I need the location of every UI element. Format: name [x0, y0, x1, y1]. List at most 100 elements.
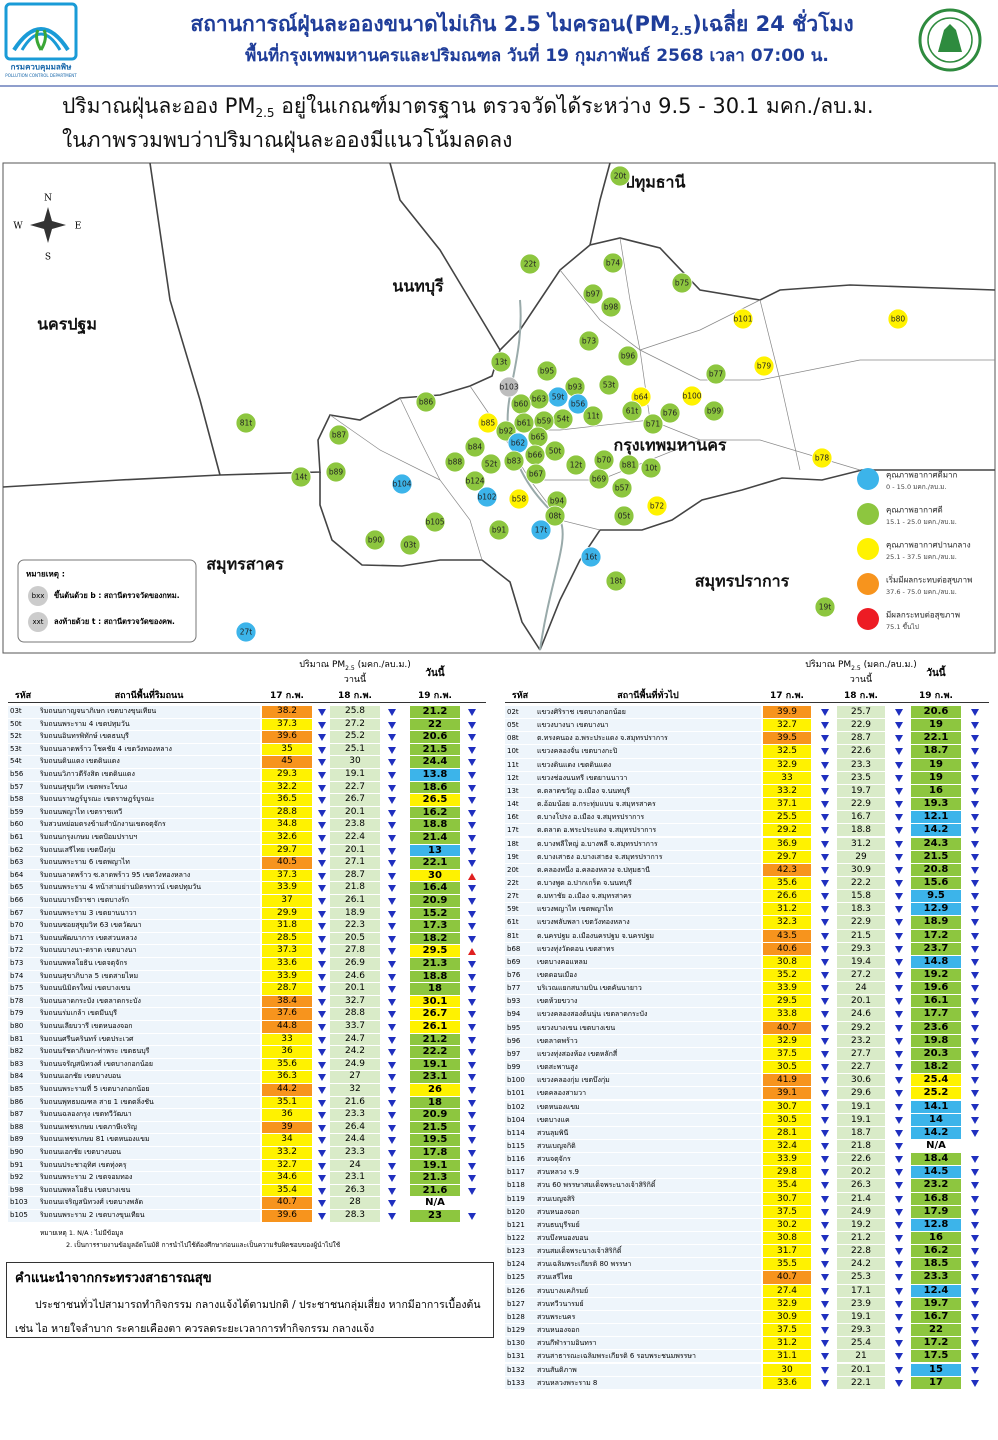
pm-value: 42.3 — [763, 863, 811, 876]
trend-arrow — [468, 973, 476, 981]
pm-value: 18 — [410, 1096, 460, 1109]
station-code: b60 — [514, 400, 529, 409]
trend-arrow — [468, 784, 476, 792]
station-code: 17t — [535, 526, 548, 535]
pm-value: 21.6 — [330, 1096, 380, 1109]
station-code: 81t — [240, 419, 253, 428]
station-name: สวนหนองจอก — [535, 1205, 761, 1218]
footnote: หมายเหตุ 1. N/A : ไม่มีข้อมูล — [40, 1229, 124, 1237]
pm-value: 15 — [911, 1363, 961, 1376]
pm-value: 22.2 — [837, 876, 885, 890]
station-name: เขตห้วยขวาง — [535, 995, 761, 1008]
trend-arrow — [318, 835, 326, 842]
pm-value: 32.9 — [763, 1034, 811, 1047]
pm-value: N/A — [911, 1139, 961, 1153]
trend-arrow — [895, 1182, 903, 1190]
bma-logo — [918, 8, 982, 72]
trend-arrow — [468, 1074, 476, 1082]
pm-value: 23.3 — [837, 758, 885, 771]
pm-value: 20.1 — [837, 995, 885, 1008]
trend-arrow — [895, 748, 903, 756]
trend-arrow — [895, 1221, 903, 1229]
station-marker — [490, 351, 512, 373]
pm-value: 22.6 — [837, 1153, 885, 1166]
pm-value: 31.8 — [262, 920, 312, 932]
trend-arrow — [821, 853, 829, 861]
station-code: b97 — [505, 1047, 535, 1061]
station-code: b89 — [8, 1134, 38, 1146]
station-code: b121 — [505, 1218, 535, 1231]
advice-line: ประชาชนทั่วไปสามารถทำกิจกรรม กลางแจ้งได้… — [35, 1299, 481, 1311]
province-label: สมุทรปราการ — [695, 572, 790, 592]
trend-arrow — [318, 898, 326, 905]
trend-arrow — [895, 1142, 903, 1150]
trend-arrow — [318, 998, 326, 1006]
pm-value: 29.3 — [837, 942, 885, 955]
trend-arrow — [895, 1011, 903, 1019]
station-code: b100 — [505, 1074, 535, 1087]
station-name: เขตบางแค — [535, 1113, 761, 1126]
advice-box: คำแนะนำจากกระทรวงสาธารณสุข ประชาชนทั่วไป… — [6, 1262, 494, 1338]
pm-value: 28 — [330, 1197, 380, 1209]
station-code: b98 — [604, 303, 619, 312]
station-code: b57 — [8, 781, 38, 794]
station-code: b74 — [8, 970, 38, 983]
trend-arrow — [821, 748, 829, 756]
trend-arrow — [388, 1099, 396, 1107]
station-code: 10t — [505, 745, 535, 758]
station-code: b97 — [586, 290, 601, 299]
station-name: ริมถนนพัฒนาการ เขตสวนหลวง — [38, 932, 260, 945]
trend-arrow — [821, 1221, 829, 1229]
station-code: b86 — [419, 398, 434, 407]
pm-value: 16.7 — [837, 811, 885, 824]
trend-arrow — [895, 787, 903, 795]
station-code: b98 — [8, 1184, 38, 1197]
station-code: 14t — [505, 798, 535, 811]
station-marker — [424, 511, 446, 533]
pm-value: 17.3 — [410, 920, 460, 932]
trend-arrow — [971, 932, 979, 940]
trend-arrow — [971, 1313, 979, 1321]
pm-value: 19.7 — [837, 784, 885, 798]
trend-arrow — [971, 1287, 979, 1295]
station-code: b77 — [505, 982, 535, 995]
trend-arrow — [971, 853, 979, 861]
station-code: b60 — [8, 819, 38, 831]
trend-arrow — [971, 1366, 979, 1374]
station-code: 12t — [570, 461, 583, 470]
trend-arrow — [971, 1156, 979, 1164]
trend-arrow — [895, 801, 903, 809]
pm-value: 18.8 — [410, 819, 460, 831]
station-code: 52t — [8, 731, 38, 743]
station-code: b91 — [492, 526, 507, 535]
station-code: 03t — [404, 541, 417, 550]
legend-swatch — [857, 538, 879, 560]
pm-value: 39 — [262, 1121, 312, 1134]
trend-arrow — [388, 1049, 396, 1057]
pm-value: 37.3 — [262, 718, 312, 731]
station-marker — [753, 355, 775, 377]
trend-arrow — [388, 822, 396, 830]
station-name: แขวงดินแดง เขตดินแดง — [535, 758, 761, 771]
trend-arrow — [971, 1024, 979, 1032]
compass-e: E — [75, 222, 82, 232]
note-icon-text: bxx — [32, 592, 45, 600]
trend-arrow — [388, 709, 396, 716]
station-code: b94 — [505, 1008, 535, 1021]
station-code: b76 — [505, 969, 535, 982]
pm-value: 23.3 — [911, 1271, 961, 1284]
pm-value: 39.1 — [763, 1087, 811, 1100]
pm-value: 24.4 — [410, 756, 460, 768]
trend-arrow — [821, 1129, 829, 1137]
yesterday-header: วานนี้ — [343, 675, 367, 685]
pm-value: 34 — [262, 1134, 312, 1146]
station-name: ริมถนนสุขาภิบาล 5 เขตสายไหม — [38, 970, 260, 983]
station-marker — [503, 450, 525, 472]
advice-line: เช่น ไอ หายใจลำบาก ระคายเคืองตา ควรลดระย… — [15, 1323, 375, 1335]
trend-arrow — [895, 761, 903, 769]
pm-value: 30.7 — [763, 1192, 811, 1205]
pm-value: 22.1 — [837, 1376, 885, 1389]
pm-value: 14.5 — [911, 1166, 961, 1179]
station-code: b66 — [8, 895, 38, 907]
trend-arrow — [971, 735, 979, 743]
